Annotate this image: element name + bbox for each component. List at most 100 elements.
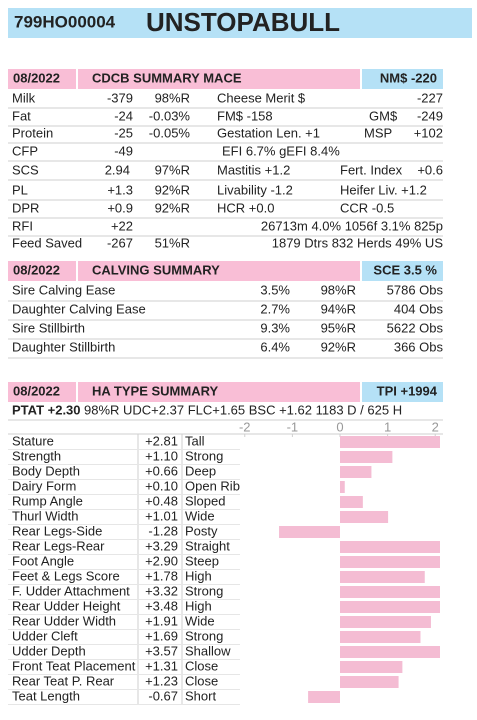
cdcb-cell: Cheese Merit $	[217, 90, 306, 105]
calving-cell: 98%R	[321, 282, 356, 297]
cdcb-cell: Feed Saved	[12, 235, 82, 250]
trait-value: +0.48	[145, 493, 178, 508]
cdcb-cell: +0.6	[417, 162, 443, 177]
trait-name: Rear Udder Height	[12, 598, 121, 613]
bull-id: 799HO00004	[14, 12, 116, 31]
cdcb-cell: -379	[107, 90, 133, 105]
cdcb-cell: Fert. Index	[340, 162, 403, 177]
trait-name: Udder Cleft	[12, 628, 78, 643]
cdcb-cell: +22	[111, 218, 133, 233]
trait-descriptor: Wide	[185, 508, 215, 523]
calving-cell: 2.7%	[260, 301, 290, 316]
trait-value: -1.28	[148, 523, 178, 538]
trait-descriptor: Strong	[185, 628, 223, 643]
trait-bar	[340, 676, 399, 688]
section-badge: NM$ -220	[380, 70, 437, 85]
cdcb-cell: Livability -1.2	[217, 182, 293, 197]
cdcb-cell: -24	[114, 108, 133, 123]
trait-value: +1.31	[145, 658, 178, 673]
cdcb-cell: Fat	[12, 108, 31, 123]
trait-name: Feet & Legs Score	[12, 568, 120, 583]
trait-descriptor: Close	[185, 658, 218, 673]
trait-bar	[340, 661, 403, 673]
trait-descriptor: Sloped	[185, 493, 225, 508]
calving-cell: 92%R	[321, 339, 356, 354]
trait-value: +1.01	[145, 508, 178, 523]
cdcb-cell: RFI	[12, 218, 33, 233]
cdcb-cell: SCS	[12, 162, 39, 177]
calving-cell: Daughter Calving Ease	[12, 301, 146, 316]
trait-bar	[340, 571, 425, 583]
cdcb-cell: 26713m 4.0% 1056f 3.1% 825p	[261, 218, 443, 233]
trait-descriptor: Short	[185, 688, 216, 703]
x-tick-label: 1	[384, 419, 391, 434]
section-date-bg	[8, 382, 76, 402]
trait-descriptor: Posty	[185, 523, 218, 538]
calving-cell: 3.5%	[260, 282, 290, 297]
bull-name: UNSTOPABULL	[146, 7, 340, 37]
trait-bar	[340, 451, 393, 463]
calving-cell: Sire Calving Ease	[12, 282, 115, 297]
section-title: CALVING SUMMARY	[92, 262, 220, 277]
trait-descriptor: Deep	[185, 463, 216, 478]
x-tick-label: 2	[432, 419, 439, 434]
trait-bar	[340, 436, 440, 448]
cdcb-cell: Protein	[12, 125, 53, 140]
trait-name: Rear Udder Width	[12, 613, 116, 628]
trait-name: Foot Angle	[12, 553, 74, 568]
cdcb-cell: 2.94	[105, 162, 130, 177]
section-badge: TPI +1994	[377, 383, 438, 398]
trait-descriptor: High	[185, 568, 212, 583]
trait-value: +2.90	[145, 553, 178, 568]
calving-cell: 5786 Obs	[387, 282, 444, 297]
trait-bar	[340, 496, 363, 508]
section-badge-bg	[362, 261, 443, 281]
trait-bar	[340, 631, 421, 643]
trait-name: Rump Angle	[12, 493, 83, 508]
cdcb-cell: +102	[414, 125, 443, 140]
trait-descriptor: Shallow	[185, 643, 231, 658]
trait-bar	[279, 526, 340, 538]
trait-value: +1.78	[145, 568, 178, 583]
trait-descriptor: Close	[185, 673, 218, 688]
section-badge-bg	[362, 69, 443, 89]
trait-name: Rear Teat P. Rear	[12, 673, 115, 688]
trait-name: F. Udder Attachment	[12, 583, 130, 598]
cdcb-cell: Milk	[12, 90, 36, 105]
trait-bar	[340, 466, 372, 478]
cdcb-cell: 51%R	[155, 235, 190, 250]
trait-name: Body Depth	[12, 463, 80, 478]
trait-name: Dairy Form	[12, 478, 76, 493]
trait-descriptor: Strong	[185, 583, 223, 598]
x-tick-label: 0	[336, 419, 343, 434]
trait-descriptor: High	[185, 598, 212, 613]
section-title-bg	[78, 69, 360, 89]
cdcb-cell: HCR +0.0	[217, 200, 274, 215]
trait-name: Front Teat Placement	[12, 658, 136, 673]
trait-name: Thurl Width	[12, 508, 78, 523]
calving-cell: 5622 Obs	[387, 320, 444, 335]
cdcb-cell: 92%R	[155, 182, 190, 197]
trait-value: +1.69	[145, 628, 178, 643]
section-badge-bg	[362, 382, 443, 402]
trait-name: Teat Length	[12, 688, 80, 703]
cdcb-cell: 92%R	[155, 200, 190, 215]
cdcb-cell: Gestation Len. +1	[217, 125, 320, 140]
trait-value: +2.81	[145, 433, 178, 448]
cdcb-cell: -0.05%	[149, 125, 191, 140]
trait-name: Rear Legs-Rear	[12, 538, 105, 553]
calving-cell: 95%R	[321, 320, 356, 335]
calving-cell: Daughter Stillbirth	[12, 339, 115, 354]
trait-descriptor: Steep	[185, 553, 219, 568]
cdcb-cell: -0.03%	[149, 108, 191, 123]
calving-cell: 404 Obs	[394, 301, 444, 316]
cdcb-cell: PL	[12, 182, 28, 197]
trait-value: +1.23	[145, 673, 178, 688]
cdcb-cell: Mastitis +1.2	[217, 162, 290, 177]
calving-cell: 6.4%	[260, 339, 290, 354]
cdcb-cell: -249	[417, 108, 443, 123]
trait-bar	[340, 616, 431, 628]
trait-bar	[340, 511, 389, 523]
calving-cell: 366 Obs	[394, 339, 444, 354]
